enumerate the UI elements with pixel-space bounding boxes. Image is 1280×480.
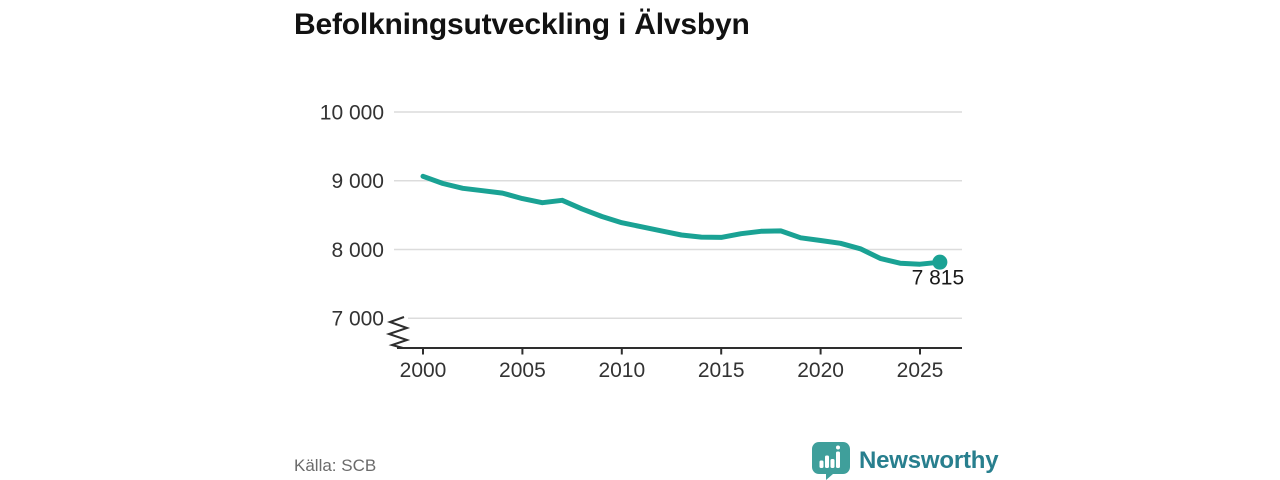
x-axis-label: 2005 [499,359,546,382]
x-axis-label: 2015 [698,359,745,382]
end-value-label: 7 815 [912,267,965,290]
bar-chart-glyph [819,445,840,468]
exclamation-dot [836,445,840,450]
x-axis-label: 2000 [400,359,447,382]
source-caption: Källa: SCB [294,456,377,475]
y-axis-label: 7 000 [331,308,384,331]
population-line [420,173,943,267]
x-axis-label: 2025 [897,359,944,382]
newsworthy-logo: Newsworthy [812,442,999,480]
chart-title: Befolkningsutveckling i Älvsbyn [294,8,750,41]
end-point-marker [932,254,948,270]
axis-break-icon [385,316,411,349]
x-axis-label: 2010 [598,359,645,382]
exclamation-bar [836,451,840,468]
y-axis-label: 8 000 [331,239,384,262]
newsworthy-wordmark: Newsworthy [859,447,999,474]
newsworthy-icon [812,442,850,480]
y-axis-label: 10 000 [320,102,384,125]
x-axis-label: 2020 [797,359,844,382]
y-axis-label: 9 000 [331,170,384,193]
